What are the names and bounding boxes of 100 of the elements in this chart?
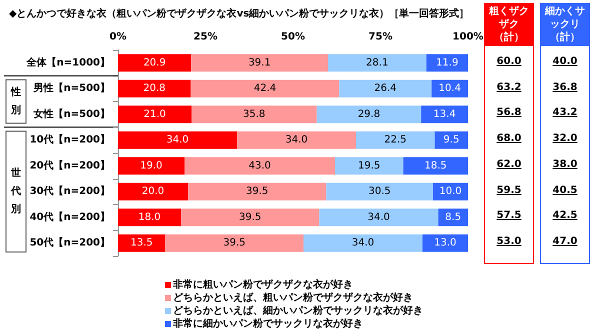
- bar: [188, 182, 326, 200]
- text: 57.5: [496, 210, 522, 224]
- text: 40.0: [552, 56, 578, 69]
- data-label: 10.4: [438, 83, 461, 94]
- data-label: 34.0: [352, 238, 374, 249]
- data-label: 39.5: [238, 212, 262, 223]
- bar: [191, 54, 328, 72]
- text: 38.0: [552, 158, 578, 172]
- text: 56.8: [496, 107, 522, 120]
- x-tick-label: 0%: [110, 32, 126, 42]
- bar: [181, 208, 320, 226]
- x-tick-label: 50%: [281, 32, 305, 42]
- text: 40.5: [552, 184, 578, 198]
- text: 42.5: [552, 210, 578, 224]
- chart-title: ◆とんかつで好きな衣（粗いパン粉でザクザクな衣vs細かいパン粉でサックリな衣）［単一回答形式］: [9, 8, 470, 20]
- data-label: 22.5: [384, 134, 407, 146]
- y-tick-label: 10代【n=200】: [30, 134, 110, 146]
- text: 43.2: [552, 107, 578, 120]
- bar: [421, 106, 468, 124]
- bar: [118, 182, 188, 200]
- bar: [118, 106, 192, 124]
- bar: [316, 106, 422, 124]
- data-label: 43.0: [248, 160, 271, 172]
- y-tick-label: 30代【n=200】: [30, 185, 110, 198]
- data-label: 20.8: [143, 83, 166, 94]
- bar: [118, 208, 181, 226]
- legend-label: 非常に粗いパン粉でザクザクな衣が好き: [172, 278, 353, 290]
- data-label: 19.5: [358, 160, 380, 172]
- bar: [426, 54, 468, 72]
- bar: [356, 131, 435, 149]
- legend-label: どちらかといえば、細かいパン粉でサックリな衣が好き: [173, 304, 423, 316]
- data-label: 39.5: [246, 186, 268, 198]
- text: 62.0: [496, 158, 522, 172]
- x-tick-label: 25%: [194, 32, 218, 42]
- data-label: 9.5: [443, 134, 460, 146]
- y-tick-label: 男性【n=500】: [32, 82, 110, 94]
- data-label: 10.0: [439, 186, 462, 198]
- data-label: 18.5: [424, 160, 447, 172]
- legend-label: どちらかといえば、粗いパン粉でザクザクな衣が好き: [173, 292, 413, 304]
- bar: [237, 131, 356, 149]
- text: 細かくサックリ（計）: [544, 4, 586, 44]
- text: 47.0: [552, 236, 578, 250]
- text: 63.2: [496, 82, 522, 95]
- data-label: 28.1: [366, 57, 388, 68]
- text: 68.0: [496, 133, 522, 146]
- data-label: 13.4: [433, 108, 456, 120]
- bar: [326, 182, 433, 200]
- y-tick-label: 40代【n=200】: [30, 210, 110, 223]
- text: 59.5: [496, 184, 522, 198]
- data-label: 34.0: [368, 212, 390, 223]
- bar: [118, 54, 192, 72]
- bar: [118, 157, 184, 175]
- bar: [328, 54, 426, 72]
- data-label: 30.5: [368, 186, 391, 198]
- data-label: 21.0: [144, 108, 166, 120]
- data-label: 20.0: [142, 186, 164, 198]
- data-label: 39.1: [248, 57, 271, 68]
- bar: [118, 131, 237, 149]
- data-label: 42.4: [254, 83, 276, 94]
- data-label: 11.9: [436, 57, 458, 68]
- data-label: 18.0: [138, 212, 161, 223]
- bar: [434, 131, 468, 149]
- text: 36.8: [552, 82, 578, 95]
- y-tick-label: 女性【n=500】: [32, 108, 110, 120]
- bar: [184, 157, 335, 175]
- data-label: 20.9: [143, 57, 166, 68]
- x-tick-label: 100%: [452, 32, 484, 42]
- data-label: 13.5: [130, 238, 153, 249]
- text: 53.0: [496, 236, 522, 250]
- data-label: 34.0: [166, 134, 189, 146]
- bar: [118, 80, 191, 98]
- y-tick-label: 全体【n=1000】: [26, 56, 110, 68]
- x-tick-label: 75%: [368, 32, 392, 42]
- data-label: 19.0: [140, 160, 162, 172]
- bar: [192, 106, 317, 124]
- data-label: 29.8: [358, 108, 380, 120]
- data-label: 13.0: [434, 238, 456, 249]
- bar: [339, 80, 432, 98]
- bar: [118, 234, 166, 252]
- y-tick-label: 50代【n=200】: [30, 236, 110, 249]
- bar: [432, 80, 468, 98]
- legend-label: 非常に細かいパン粉でサックリな衣が好き: [172, 318, 363, 330]
- text: 60.0: [496, 56, 522, 69]
- text: 粗くザクザク（計）: [488, 4, 530, 44]
- data-label: 35.8: [243, 108, 266, 120]
- text: 世代別: [10, 167, 21, 216]
- data-label: 26.4: [374, 83, 397, 94]
- bar: [304, 234, 422, 252]
- bar: [319, 208, 438, 226]
- bar: [335, 157, 404, 175]
- data-label: 39.5: [223, 238, 246, 249]
- text: 32.0: [552, 133, 578, 146]
- data-label: 8.5: [445, 212, 462, 223]
- y-tick-label: 20代【n=200】: [30, 159, 110, 172]
- bar: [422, 234, 468, 252]
- text: 性別: [10, 86, 21, 116]
- bar: [403, 157, 468, 175]
- bar: [190, 80, 340, 98]
- data-label: 34.0: [285, 134, 308, 146]
- bar: [165, 234, 304, 252]
